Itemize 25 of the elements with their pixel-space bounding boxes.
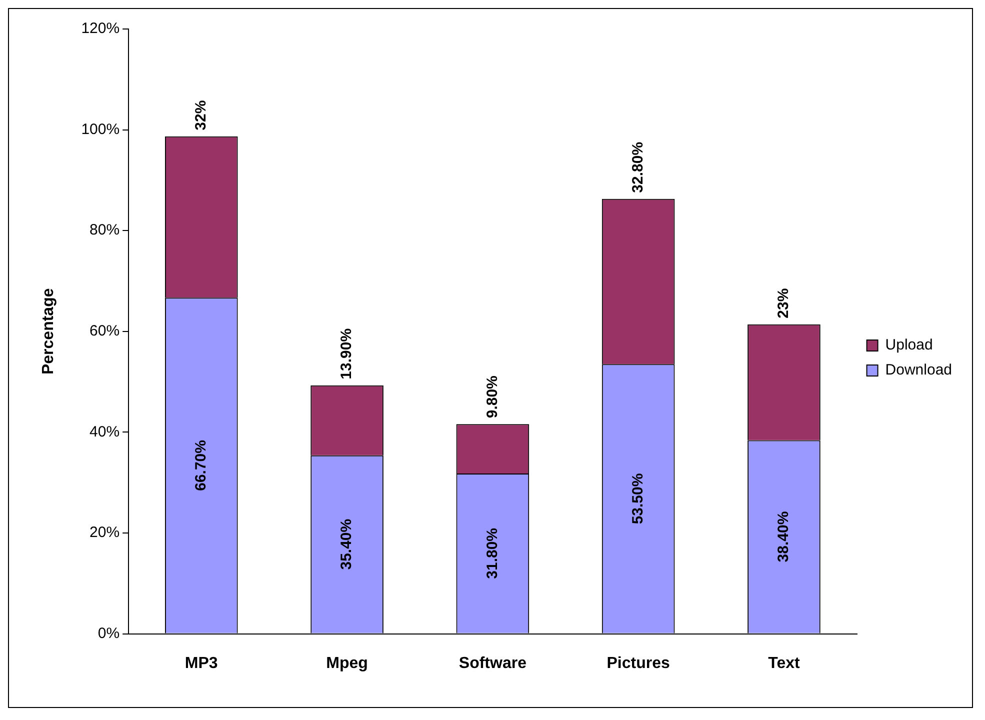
data-label: 13.90% xyxy=(338,328,356,380)
x-tick-label: Software xyxy=(458,654,527,672)
data-label: 23% xyxy=(775,288,792,318)
y-tick-label: 0% xyxy=(98,624,120,642)
legend-label: Download xyxy=(885,362,952,379)
data-label: 66.70% xyxy=(192,440,210,491)
data-label: 53.50% xyxy=(629,473,646,524)
data-label: 35.40% xyxy=(338,518,356,570)
data-label: 38.40% xyxy=(775,511,792,562)
x-tick-label: Mpeg xyxy=(326,654,368,672)
data-label: 31.80% xyxy=(484,528,501,579)
data-label: 32% xyxy=(192,100,210,130)
x-tick-label: MP3 xyxy=(184,654,218,672)
y-tick-label: 20% xyxy=(90,524,120,542)
y-axis-title: Percentage xyxy=(40,288,58,375)
x-tick-label: Text xyxy=(768,654,800,672)
data-label: 9.80% xyxy=(484,376,501,418)
y-tick-label: 120% xyxy=(81,20,120,38)
legend-label: Upload xyxy=(885,336,933,354)
y-tick-label: 40% xyxy=(90,423,120,440)
y-tick-label: 80% xyxy=(90,222,120,239)
x-tick-label: Pictures xyxy=(606,654,670,672)
y-tick-label: 60% xyxy=(90,322,120,340)
data-label: 32.80% xyxy=(629,142,646,193)
y-tick-label: 100% xyxy=(81,120,120,138)
